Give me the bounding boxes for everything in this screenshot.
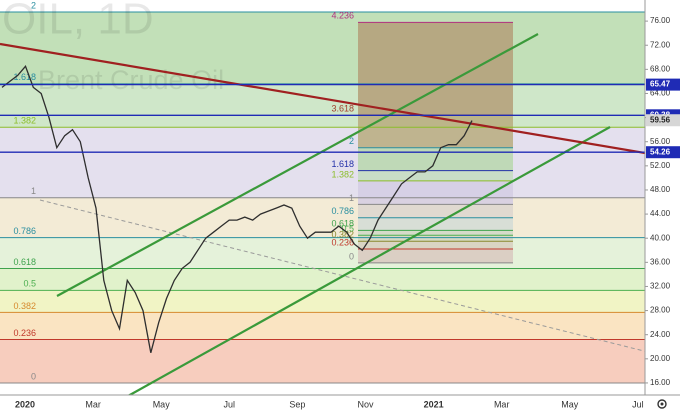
resistance-trendline (0, 42, 646, 155)
y-tick-label: 36.00 (650, 257, 671, 266)
fib-zone (358, 22, 513, 116)
bottom-axis-bg (0, 395, 680, 414)
fib-zone (0, 268, 645, 291)
right-axis-bg (645, 0, 680, 414)
fib-zone (0, 312, 645, 340)
dashed-trendline (39, 199, 673, 359)
fib-level-label: 0.382 (13, 301, 36, 311)
fib-level-label: 1.382 (331, 169, 354, 179)
fib-zone (358, 241, 513, 250)
fib-zone (358, 204, 513, 218)
settings-gear-center[interactable] (660, 402, 664, 406)
y-tick-label: 56.00 (650, 137, 671, 146)
x-tick-label: May (561, 399, 579, 409)
y-tick-label: 64.00 (650, 89, 671, 98)
settings-gear[interactable] (657, 399, 667, 409)
x-tick-label: Mar (85, 399, 101, 409)
fib-level-label: 4.236 (331, 11, 354, 21)
fib-zone (358, 115, 513, 148)
fib-level-label: 1 (349, 193, 354, 203)
price-line (1, 65, 473, 353)
x-tick-label: Mar (494, 399, 510, 409)
price-label: 54.26 (650, 147, 671, 156)
fib-level-label: 0.236 (331, 237, 354, 247)
fib-level-label: 0.618 (13, 257, 36, 267)
fib-zone (0, 290, 645, 313)
price-label-box (646, 78, 680, 91)
x-tick-label: 2021 (424, 399, 444, 409)
x-tick-label: 2020 (15, 399, 35, 409)
fib-zone (0, 237, 645, 269)
fib-zone (358, 180, 513, 205)
price-label: 65.47 (650, 80, 671, 89)
fib-zone (0, 83, 645, 128)
y-tick-label: 72.00 (650, 40, 671, 49)
x-tick-label: Jul (632, 399, 644, 409)
channel-upper (56, 33, 539, 297)
price-label-box (646, 146, 680, 159)
fib-zone (0, 12, 645, 84)
x-tick-label: Nov (357, 399, 374, 409)
x-tick-label: May (153, 399, 171, 409)
fib-zone (0, 339, 645, 383)
fib-level-label: 0 (31, 371, 36, 381)
fib-level-label: 3.618 (331, 104, 354, 114)
y-tick-label: 24.00 (650, 330, 671, 339)
watermark-symbol: OIL, 1D (2, 0, 154, 44)
y-tick-label: 16.00 (650, 378, 671, 387)
fib-level-label: 0.618 (331, 219, 354, 229)
trendlines (0, 33, 673, 397)
fib-zone (0, 127, 645, 198)
fib-level-label: 0.382 (331, 230, 354, 240)
fib-zone (358, 230, 513, 236)
fib-level-label: 0.5 (23, 279, 36, 289)
y-tick-label: 32.00 (650, 282, 671, 291)
fib-level-label: 0 (349, 251, 354, 261)
y-tick-label: 76.00 (650, 16, 671, 25)
y-tick-label: 68.00 (650, 64, 671, 73)
fib-level-label: 1.618 (331, 159, 354, 169)
y-tick-label: 28.00 (650, 306, 671, 315)
channel-lower (127, 126, 611, 397)
price-label-box (646, 114, 680, 127)
fib-level-label: 2 (31, 0, 36, 10)
x-tick-label: Jul (224, 399, 236, 409)
axes: 16.00 20.00 24.00 28.00 32.00 36.00 40.00 44.00… (15, 16, 680, 409)
fib-zone (0, 197, 645, 238)
fib-zone (358, 235, 513, 242)
price-series (1, 65, 473, 353)
price-label: 59.56 (650, 115, 671, 124)
fib-zone (358, 249, 513, 263)
fib-level-label: 0.786 (13, 226, 36, 236)
fib-level-label: 1 (31, 186, 36, 196)
fib-level-label: 1.618 (13, 72, 36, 82)
price-lines (0, 83, 645, 153)
x-tick-label: Sep (289, 399, 305, 409)
fib-level-label: 0.5 (341, 224, 354, 234)
y-tick-label: 52.00 (650, 161, 671, 170)
settings-icon[interactable] (657, 399, 667, 409)
y-tick-label: 40.00 (650, 233, 671, 242)
y-tick-label: 48.00 (650, 185, 671, 194)
watermark-name: Brent Crude Oil (38, 65, 224, 95)
fib-level-label: 0.786 (331, 206, 354, 216)
fib-zone (358, 170, 513, 181)
fib-level-label: 2 (349, 136, 354, 146)
y-tick-label: 44.00 (650, 209, 671, 218)
y-tick-label: 20.00 (650, 354, 671, 363)
fib-level-label: 1.382 (13, 116, 36, 126)
fib-zones (0, 12, 645, 383)
fib-level-label: 0.236 (13, 328, 36, 338)
